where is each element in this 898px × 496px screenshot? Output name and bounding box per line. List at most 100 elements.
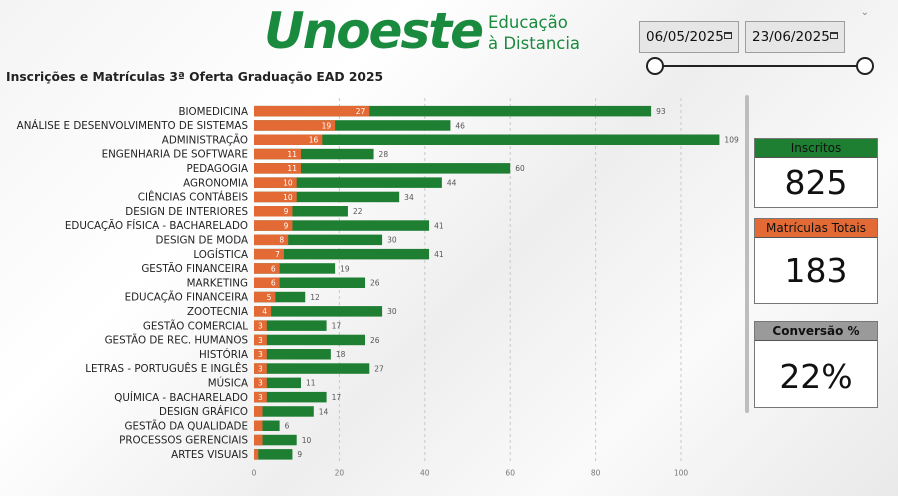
bar-inscritos [254, 377, 301, 389]
category-label: GESTÃO COMERCIAL [143, 319, 248, 332]
bar-matriculas [254, 449, 259, 460]
bar-matriculas [254, 349, 267, 360]
bar-inner-label: 6 [271, 264, 276, 273]
category-label: DESIGN GRÁFICO [159, 405, 248, 418]
bar-inscritos [254, 434, 297, 446]
logo-subtitle-line1: Educação [488, 13, 568, 32]
chart-scrollbar[interactable] [745, 95, 749, 413]
bar-inscritos [254, 349, 331, 360]
start-date-input[interactable]: 06/05/2025 [639, 21, 739, 53]
bar-inscritos [254, 306, 383, 317]
bar-value-label: 34 [404, 193, 414, 202]
calendar-icon[interactable] [724, 32, 732, 39]
bar-value-label: 26 [370, 336, 380, 345]
bar-inscritos [254, 148, 374, 160]
bar-matriculas [254, 206, 293, 217]
bar-inner-label: 3 [258, 393, 263, 402]
card-matriculas-label: Matrículas Totais [755, 219, 877, 238]
category-label: ENGENHARIA DE SOFTWARE [102, 149, 248, 161]
category-label: BIOMEDICINA [178, 106, 248, 118]
date-range-slider-end-handle[interactable] [856, 57, 874, 75]
x-tick-label: 20 [335, 469, 345, 478]
bar-matriculas [254, 277, 280, 288]
bar-value-label: 9 [297, 450, 302, 459]
chevron-down-icon[interactable]: ⌄ [860, 7, 869, 18]
bar-inner-label: 3 [258, 350, 263, 359]
category-label: MÚSICA [208, 376, 248, 389]
bar-value-label: 12 [310, 293, 320, 302]
bar-inscritos [254, 191, 400, 203]
bar-inner-label: 16 [309, 136, 319, 145]
bar-inscritos [254, 363, 370, 374]
bar-inscritos [254, 263, 336, 274]
bar-matriculas [254, 105, 370, 117]
date-range-slider-start-handle[interactable] [646, 57, 664, 75]
bar-value-label: 22 [353, 207, 363, 216]
bar-inscritos [254, 134, 720, 145]
bar-inner-label: 11 [287, 150, 297, 159]
bar-matriculas [254, 263, 280, 274]
bar-matriculas [254, 291, 276, 303]
bar-inner-label: 27 [356, 107, 366, 116]
category-label: ADMINISTRAÇÃO [162, 133, 248, 146]
bar-value-label: 17 [332, 393, 342, 402]
bar-inscritos [254, 220, 430, 231]
bar-value-label: 19 [340, 264, 350, 273]
card-inscritos-value: 825 [784, 163, 848, 202]
x-tick-label: 60 [505, 469, 515, 478]
bar-inscritos [254, 420, 280, 431]
bar-inscritos [254, 391, 327, 403]
category-label: LETRAS - PORTUGUÊS E INGLÊS [85, 362, 248, 375]
category-label: GESTÃO FINANCEIRA [141, 262, 248, 275]
bar-value-label: 30 [387, 307, 397, 316]
bar-inner-label: 3 [258, 379, 263, 388]
bar-matriculas [254, 334, 267, 346]
bar-inner-label: 19 [322, 121, 332, 130]
category-label: EDUCAÇÃO FÍSICA - BACHARELADO [65, 219, 248, 232]
bar-inner-label: 11 [287, 164, 297, 173]
category-label: AGRONOMIA [183, 177, 248, 189]
category-label: GESTÃO DE REC. HUMANOS [105, 334, 248, 347]
card-inscritos-label: Inscritos [755, 139, 877, 158]
bar-matriculas [254, 391, 267, 403]
bar-inner-label: 9 [284, 207, 289, 216]
bar-inner-label: 9 [284, 221, 289, 230]
date-range-slider-track[interactable] [655, 65, 865, 67]
bar-inscritos [254, 206, 348, 217]
bar-value-label: 41 [434, 221, 444, 230]
bar-inner-label: 3 [258, 336, 263, 345]
logo-subtitle: Educação à Distancia [488, 12, 580, 54]
card-conversao: Conversão % 22% [754, 321, 878, 408]
bar-inscritos [254, 163, 511, 174]
bar-matriculas [254, 134, 323, 145]
bar-matriculas [254, 148, 301, 160]
bar-value-label: 30 [387, 236, 397, 245]
x-tick-label: 0 [252, 469, 257, 478]
bar-inscritos [254, 120, 451, 131]
bar-inscritos [254, 320, 327, 331]
bar-matriculas [254, 220, 293, 231]
category-label: PROCESSOS GERENCIAIS [119, 435, 248, 447]
category-label: GESTÃO DA QUALIDADE [124, 419, 248, 432]
category-label: DESIGN DE MODA [156, 234, 248, 246]
category-label: ZOOTECNIA [187, 306, 248, 318]
category-label: DESIGN DE INTERIORES [125, 206, 248, 218]
bar-value-label: 28 [379, 150, 389, 159]
bar-inner-label: 5 [267, 293, 272, 302]
card-conversao-value: 22% [779, 357, 853, 396]
bar-matriculas [254, 191, 297, 203]
bar-inner-label: 3 [258, 321, 263, 330]
x-tick-label: 80 [591, 469, 601, 478]
category-label: LOGÍSTICA [193, 248, 248, 261]
end-date-input[interactable]: 23/06/2025 [745, 21, 845, 53]
bar-matriculas [254, 120, 336, 131]
bar-matriculas [254, 234, 289, 246]
card-matriculas: Matrículas Totais 183 [754, 218, 878, 304]
category-label: MARKETING [187, 277, 248, 289]
calendar-icon[interactable] [830, 32, 838, 39]
card-inscritos: Inscritos 825 [754, 138, 878, 208]
bar-inner-label: 7 [275, 250, 280, 259]
bar-value-label: 14 [319, 407, 329, 416]
bar-value-label: 60 [515, 164, 525, 173]
category-label: ANÁLISE E DESENVOLVIMENTO DE SISTEMAS [17, 119, 248, 132]
